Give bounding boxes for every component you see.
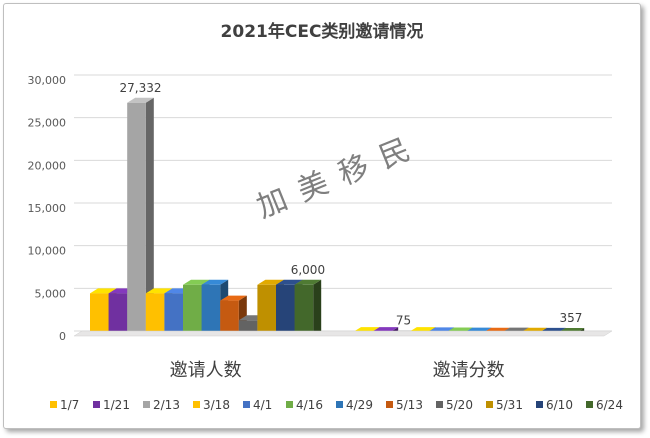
legend-swatch xyxy=(193,401,200,408)
bar-side xyxy=(145,97,154,336)
legend-item: 6/24 xyxy=(586,398,623,412)
chart-frame: 2021年CEC类别邀请情况 0 5,000 10,000 15,000 20,000 2… xyxy=(3,3,641,429)
chart-title: 2021年CEC类别邀请情况 xyxy=(221,21,424,42)
legend-item: 4/29 xyxy=(336,398,373,412)
y-tick-label: 0 xyxy=(59,330,66,343)
data-label: 27,332 xyxy=(120,81,162,95)
bar-top xyxy=(90,288,117,294)
legend-item: 5/13 xyxy=(386,398,423,412)
legend: 1/7 1/21 2/13 3/18 4/1 4/16 4/29 5/13 5/20 5/31 6/… xyxy=(50,398,623,412)
floor xyxy=(73,330,613,337)
legend-label: 1/21 xyxy=(103,398,130,412)
x-axis-categories: 邀请人数 邀请分数 xyxy=(170,360,505,381)
legend-swatch xyxy=(143,401,150,408)
floor-plane xyxy=(73,330,613,337)
bar-front xyxy=(145,293,165,336)
data-label: 75 xyxy=(396,313,411,327)
legend-item: 3/18 xyxy=(193,398,230,412)
legend-item: 1/7 xyxy=(50,398,79,412)
legend-item: 5/20 xyxy=(436,398,473,412)
legend-swatch xyxy=(586,401,593,408)
bar-0-7 xyxy=(220,295,247,336)
bar-top xyxy=(220,295,247,301)
bar-top xyxy=(201,279,229,285)
legend-label: 5/31 xyxy=(496,398,523,412)
legend-swatch xyxy=(243,401,250,408)
legend-label: 4/16 xyxy=(296,398,323,412)
bar-top xyxy=(257,279,284,285)
legend-swatch xyxy=(336,401,343,408)
legend-swatch xyxy=(386,401,393,408)
legend-swatch xyxy=(436,401,443,408)
bar-top xyxy=(145,288,173,294)
y-tick-label: 25,000 xyxy=(28,117,67,130)
bar-side xyxy=(313,279,322,336)
legend-label: 5/20 xyxy=(446,398,473,412)
category-label: 邀请人数 xyxy=(170,360,242,381)
legend-label: 6/10 xyxy=(546,398,573,412)
bar-front xyxy=(183,284,202,336)
legend-item: 5/31 xyxy=(486,398,523,412)
legend-item: 1/21 xyxy=(93,398,130,412)
category-label: 邀请分数 xyxy=(433,360,505,381)
watermark: 加美移民 xyxy=(252,127,428,225)
bar-front xyxy=(127,102,146,336)
legend-swatch xyxy=(486,401,493,408)
legend-label: 4/1 xyxy=(253,398,272,412)
y-tick-label: 15,000 xyxy=(28,202,67,215)
bar-front xyxy=(108,293,128,336)
y-tick-label: 20,000 xyxy=(28,159,67,172)
bar-top xyxy=(183,279,210,285)
y-tick-label: 10,000 xyxy=(28,245,67,258)
legend-swatch xyxy=(286,401,293,408)
legend-label: 1/7 xyxy=(60,398,79,412)
data-label: 6,000 xyxy=(291,263,325,277)
bar-top xyxy=(294,279,322,285)
legend-swatch xyxy=(93,401,100,408)
legend-label: 2/13 xyxy=(153,398,180,412)
legend-item: 6/10 xyxy=(536,398,573,412)
y-tick-label: 30,000 xyxy=(28,74,67,87)
y-tick-label: 5,000 xyxy=(35,287,67,300)
legend-label: 3/18 xyxy=(203,398,230,412)
bar-front xyxy=(164,293,183,336)
legend-label: 4/29 xyxy=(346,398,373,412)
bar-front xyxy=(276,284,295,336)
bar-front xyxy=(201,284,221,336)
data-labels: 27,332 6,000 75 357 xyxy=(120,81,583,328)
legend-label: 6/24 xyxy=(596,398,623,412)
bar-chart: 2021年CEC类别邀请情况 0 5,000 10,000 15,000 20,000 2… xyxy=(28,21,623,412)
legend-item: 4/16 xyxy=(286,398,323,412)
bar-front xyxy=(220,300,239,336)
legend-label: 5/13 xyxy=(396,398,423,412)
data-label: 357 xyxy=(559,311,582,325)
bar-front xyxy=(294,284,314,336)
bar-front xyxy=(90,293,109,336)
y-axis-ticks: 0 5,000 10,000 15,000 20,000 25,000 30,000 xyxy=(28,74,67,343)
bar-0-2 xyxy=(127,97,154,336)
bar-front xyxy=(257,284,276,336)
legend-swatch xyxy=(536,401,543,408)
legend-item: 4/1 xyxy=(243,398,272,412)
bar-0-11 xyxy=(294,279,322,336)
bar-top xyxy=(276,279,303,285)
legend-swatch xyxy=(50,401,57,408)
bars xyxy=(90,97,585,336)
legend-item: 2/13 xyxy=(143,398,180,412)
bar-top xyxy=(127,97,154,103)
